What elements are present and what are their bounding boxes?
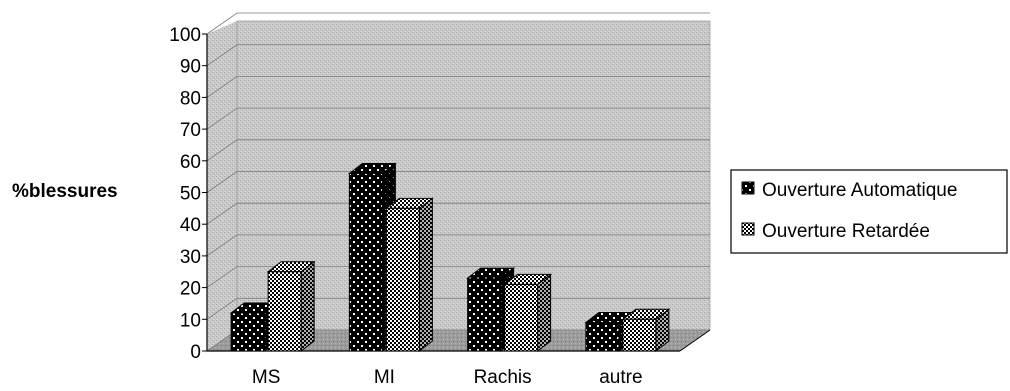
bar-ouverture-retardee-rachis-side <box>538 274 551 351</box>
y-tick-label-100: 100 <box>169 25 201 46</box>
bar-ouverture-retardee-ms-front <box>268 272 301 351</box>
y-tick-label-60: 60 <box>180 152 201 173</box>
y-tick-label-80: 80 <box>180 88 201 109</box>
y-tick-label-20: 20 <box>180 279 201 300</box>
bar-ouverture-retardee-rachis <box>505 274 551 351</box>
legend-swatch-ouverture-automatique <box>742 182 754 194</box>
legend-swatch-ouverture-retardee <box>742 223 754 235</box>
bar-ouverture-retardee-autre <box>623 309 669 351</box>
y-axis-title: %blessures <box>12 181 118 202</box>
x-tick-label-rachis: Rachis <box>474 367 532 388</box>
bar-ouverture-retardee-ms-side <box>301 262 314 351</box>
y-tick-label-0: 0 <box>190 342 201 363</box>
y-tick-label-70: 70 <box>180 120 201 141</box>
legend-label-ouverture-automatique: Ouverture Automatique <box>762 180 957 201</box>
bar-ouverture-retardee-ms <box>268 262 314 351</box>
bar-ouverture-automatique-ms-front <box>231 313 264 351</box>
x-tick-label-ms: MS <box>252 367 281 388</box>
y-tick-label-30: 30 <box>180 247 201 268</box>
legend-label-ouverture-retardee: Ouverture Retardée <box>762 221 930 242</box>
bar-ouverture-automatique-rachis-front <box>468 278 501 351</box>
bar-ouverture-retardee-rachis-front <box>505 284 538 351</box>
x-tick-label-autre: autre <box>599 367 642 388</box>
bar-ouverture-retardee-mi-side <box>419 198 432 351</box>
bar-ouverture-retardee-mi <box>386 198 432 351</box>
x-tick-label-mi: MI <box>374 367 395 388</box>
bar-ouverture-retardee-mi-front <box>386 208 419 351</box>
legend: Ouverture Automatique Ouverture Retardée <box>731 170 1007 253</box>
bar-ouverture-automatique-mi-front <box>349 173 382 351</box>
y-tick-label-50: 50 <box>180 184 201 205</box>
x-axis-labels: MS MI Rachis autre <box>252 367 643 388</box>
y-tick-label-90: 90 <box>180 57 201 78</box>
y-tick-label-10: 10 <box>180 310 201 331</box>
bar-ouverture-retardee-autre-front <box>623 319 656 351</box>
bar-ouverture-automatique-autre-front <box>586 322 619 351</box>
y-tick-label-40: 40 <box>180 215 201 236</box>
